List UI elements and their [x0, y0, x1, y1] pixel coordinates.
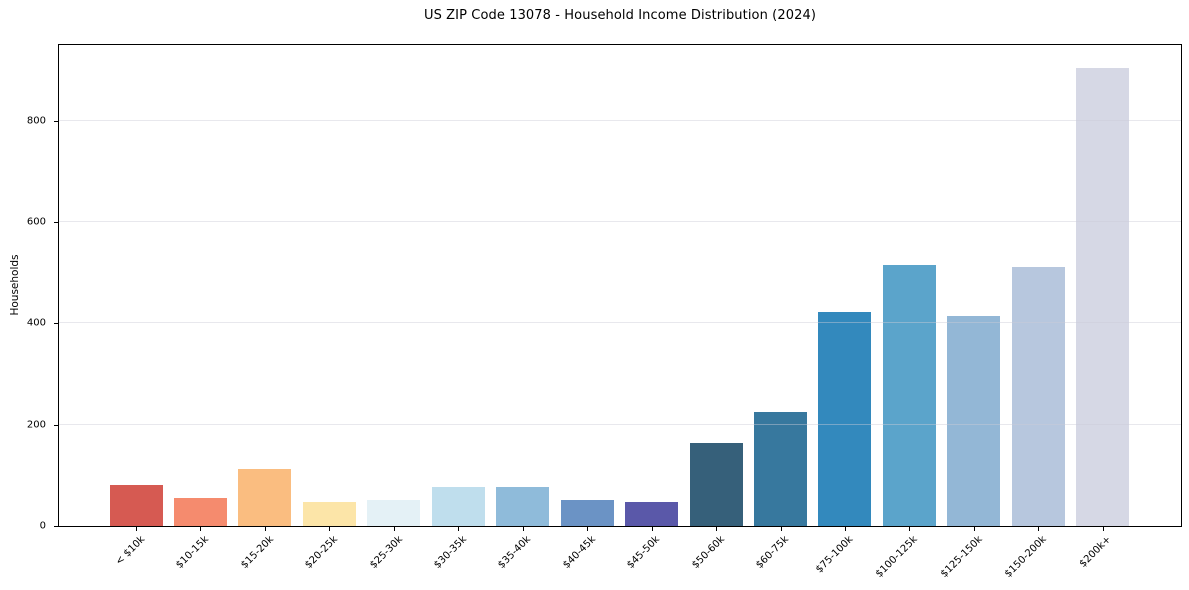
x-tick-label: $125-150k [938, 534, 985, 580]
x-tick-mark [200, 527, 202, 531]
x-tick-mark [264, 527, 266, 531]
bar-$10-15k [173, 498, 227, 526]
x-tick-mark [1102, 527, 1104, 531]
bar-$15-20k [238, 469, 292, 526]
y-tick-label: 200 [26, 419, 46, 431]
x-tick-label: < $10k [113, 534, 147, 568]
x-tick-label: $35-40k [496, 534, 534, 571]
chart-title: US ZIP Code 13078 - Household Income Dis… [423, 8, 817, 23]
bar-$150-200k [1011, 267, 1065, 526]
x-tick-mark [393, 527, 395, 531]
x-tick-mark [844, 527, 846, 531]
y-tick-mark [54, 526, 58, 527]
x-axis: < $10k $10-15k $15-20k $20-25k $25-30k $30-35… [58, 527, 1182, 587]
x-tick-mark [458, 527, 460, 531]
bar-$200k+ [1076, 67, 1130, 526]
x-tick-mark [780, 527, 782, 531]
x-tick-label: $15-20k [238, 534, 276, 571]
x-tick-mark [973, 527, 975, 531]
bar-< $10k [109, 485, 163, 526]
x-tick-mark [716, 527, 718, 531]
bar-$100-125k [882, 264, 936, 526]
y-tick-mark [54, 424, 58, 426]
x-tick-mark [522, 527, 524, 531]
x-tick-label: $50-60k [689, 534, 727, 571]
bar-$125-150k [947, 316, 1001, 526]
y-tick-label: 400 [26, 317, 46, 329]
x-tick-mark [651, 527, 653, 531]
y-tick-mark [54, 323, 58, 325]
x-tick-mark [136, 527, 137, 531]
x-tick-label: $25-30k [367, 534, 405, 571]
y-axis: 0 200 400 600 800 [0, 44, 58, 532]
x-tick-label: $40-45k [560, 534, 598, 571]
bar-$40-45k [560, 499, 614, 526]
x-tick-mark [909, 527, 911, 531]
x-tick-mark [329, 527, 331, 531]
bar-$50-60k [689, 443, 743, 526]
x-tick-label: $75-100k [814, 534, 856, 576]
bar-$60-75k [754, 411, 807, 526]
gridline-y600 [59, 221, 1181, 223]
x-tick-label: $150-200k [1003, 534, 1050, 580]
y-tick-mark [54, 120, 58, 122]
x-tick-label: $60-75k [754, 534, 792, 571]
y-tick-mark [54, 222, 58, 224]
x-tick-label: $30-35k [432, 534, 470, 571]
x-tick-label: $200k+ [1077, 534, 1114, 570]
bar-$45-50k [625, 501, 679, 526]
y-tick-label: 0 [39, 520, 46, 532]
x-tick-mark [587, 527, 589, 531]
y-tick-label: 800 [26, 115, 46, 127]
y-tick-label: 600 [26, 216, 46, 228]
x-tick-label: $45-50k [625, 534, 663, 571]
x-tick-mark [1038, 527, 1040, 531]
bar-$30-35k [431, 486, 485, 526]
x-tick-label: $100-125k [874, 534, 921, 580]
x-tick-label: $10-15k [174, 534, 212, 571]
bar-$25-30k [367, 500, 421, 526]
bar-$75-100k [818, 312, 872, 526]
bar-$20-25k [302, 502, 356, 526]
plot-area [58, 44, 1182, 527]
gridline-y800 [59, 119, 1181, 121]
x-tick-label: $20-25k [303, 534, 341, 571]
bar-$35-40k [496, 486, 550, 526]
